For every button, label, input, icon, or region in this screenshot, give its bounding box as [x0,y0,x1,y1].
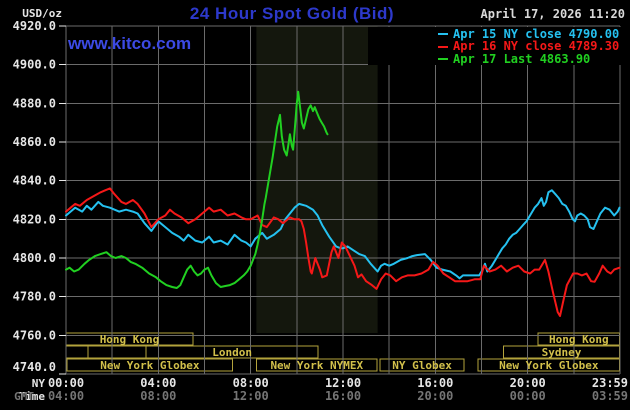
legend-label: Apr 17 Last 4863.90 [453,51,591,66]
legend-label: Apr 15 NY close 4790.00 [453,27,620,41]
series-line-0 [65,189,621,280]
svg-text:4900.0: 4900.0 [13,58,56,72]
svg-text:16:00: 16:00 [417,376,453,390]
price-series-apr15 [65,189,621,280]
x-axis-gmt-label: GMT [14,390,34,403]
svg-text:23:59: 23:59 [592,376,628,390]
price-series-apr17 [65,90,329,289]
series-line-1 [65,187,621,317]
svg-text:4780.0: 4780.0 [13,290,56,304]
chart-legend: Apr 15 NY close 4790.00 Apr 16 NY close … [438,28,619,65]
x-axis-labels: 00:0004:0004:0008:0008:0012:0012:0016:00… [48,376,628,403]
svg-text:03:59: 03:59 [592,389,628,403]
legend-dash-icon [438,45,448,48]
svg-text:16:00: 16:00 [325,389,361,403]
svg-text:00:00: 00:00 [510,389,546,403]
svg-text:04:00: 04:00 [48,389,84,403]
svg-text:12:00: 12:00 [325,376,361,390]
legend-dash-icon [438,58,448,61]
x-axis-ny-time-label: NY Time [18,377,46,403]
svg-text:08:00: 08:00 [140,389,176,403]
svg-text:4740.0: 4740.0 [13,360,56,374]
legend-background [368,27,630,65]
svg-text:4860.0: 4860.0 [13,135,56,149]
svg-text:12:00: 12:00 [233,389,269,403]
svg-text:08:00: 08:00 [233,376,269,390]
svg-text:00:00: 00:00 [48,376,84,390]
svg-text:20:00: 20:00 [510,376,546,390]
y-axis-labels: 4740.0 4760.0 4780.0 4800.0 4820.0 4840.0 4860… [13,19,66,375]
chart-datetime: April 17, 2026 11:20 [480,7,626,21]
svg-text:New York NYMEX: New York NYMEX [270,359,363,372]
page-title: 24 Hour Spot Gold (Bid) [189,4,395,23]
legend-item-apr15: Apr 15 NY close 4790.00 [438,28,619,40]
svg-text:NY Globex: NY Globex [392,359,452,372]
svg-text:4820.0: 4820.0 [13,212,56,226]
svg-text:Sydney: Sydney [542,346,582,359]
svg-text:4880.0: 4880.0 [13,96,56,110]
legend-label: Apr 16 NY close 4789.30 [453,39,620,54]
svg-text:20:00: 20:00 [417,389,453,403]
kitco-watermark-link[interactable]: www.kitco.com [68,34,192,53]
legend-item-apr16: Apr 16 NY close 4789.30 [438,39,620,54]
svg-text:04:00: 04:00 [140,376,176,390]
svg-text:London: London [212,346,252,359]
svg-text:4920.0: 4920.0 [13,19,56,33]
svg-text:New York Globex: New York Globex [100,359,200,372]
nymex-session-band [256,26,378,333]
legend-dash-icon [438,33,448,36]
svg-text:Hong Kong: Hong Kong [549,333,609,346]
legend-item-apr17: Apr 17 Last 4863.90 [438,51,619,66]
series-line-2 [65,90,329,289]
svg-text:4760.0: 4760.0 [13,328,56,342]
svg-text:4840.0: 4840.0 [13,174,56,188]
svg-text:4800.0: 4800.0 [13,251,56,265]
market-session-boxes [65,332,621,372]
svg-text:New York Globex: New York Globex [499,359,599,372]
svg-text:Hong Kong: Hong Kong [100,333,160,346]
price-unit-label: USD/oz [22,7,62,20]
price-series-apr16 [65,187,621,317]
grid-lines [65,25,621,375]
